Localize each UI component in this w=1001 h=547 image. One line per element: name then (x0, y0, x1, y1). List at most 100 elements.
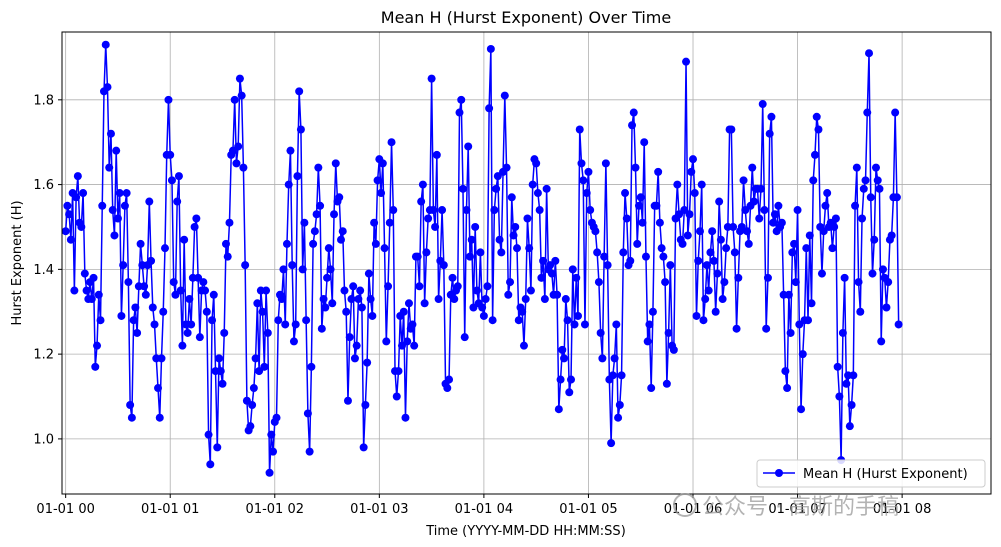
data-point (701, 295, 710, 304)
x-tick-label: 01-01 02 (246, 502, 304, 517)
data-point (337, 235, 345, 244)
data-point (343, 396, 352, 405)
data-point (542, 184, 551, 193)
data-point (518, 307, 527, 316)
data-point (370, 218, 379, 227)
data-point (72, 193, 81, 202)
data-point (750, 197, 758, 206)
data-point (225, 218, 234, 227)
data-point (692, 311, 701, 320)
data-point (526, 286, 535, 295)
data-point (404, 299, 413, 308)
data-point (495, 235, 504, 244)
data-point (147, 256, 156, 265)
data-point (607, 439, 616, 448)
data-point (558, 345, 567, 354)
data-point (215, 354, 224, 363)
data-point (281, 320, 290, 329)
y-tick-label: 1.8 (33, 93, 54, 108)
data-point (340, 286, 349, 295)
data-point (124, 278, 133, 287)
data-point (174, 172, 183, 181)
data-point (323, 273, 332, 282)
data-point (594, 278, 603, 287)
data-point (702, 261, 711, 270)
data-point (877, 337, 886, 346)
data-point (106, 129, 115, 138)
data-point (82, 286, 91, 295)
data-point (661, 278, 670, 287)
data-point (183, 328, 192, 337)
data-point (647, 384, 656, 393)
data-point (279, 265, 288, 274)
data-point (492, 184, 501, 193)
data-point (187, 320, 196, 329)
data-points (61, 40, 903, 477)
data-point (849, 371, 858, 380)
data-point (777, 218, 786, 227)
x-tick-label: 01-01 05 (559, 502, 617, 517)
data-point (786, 328, 795, 337)
data-point (321, 303, 330, 312)
data-point (540, 295, 549, 304)
data-point (727, 125, 736, 134)
data-point (302, 316, 311, 325)
data-point (356, 286, 365, 295)
data-point (722, 244, 731, 253)
data-point (167, 176, 176, 185)
data-point (739, 176, 748, 185)
data-point (331, 159, 340, 168)
data-point (289, 337, 298, 346)
data-point (253, 299, 262, 308)
data-point (636, 193, 645, 202)
data-point (296, 125, 305, 134)
data-point (345, 333, 354, 342)
data-point (802, 244, 811, 253)
data-point (248, 400, 257, 409)
data-point (814, 125, 823, 134)
data-point (108, 206, 117, 215)
data-point (655, 218, 664, 227)
data-point (202, 307, 211, 316)
data-point (232, 159, 241, 168)
y-tick-label: 1.2 (33, 348, 54, 363)
data-point (483, 282, 492, 291)
data-point (554, 405, 563, 414)
data-point (556, 375, 565, 384)
data-point (664, 328, 673, 337)
data-point (316, 201, 325, 210)
data-point (131, 303, 140, 312)
data-point (105, 163, 114, 172)
data-point (868, 269, 877, 278)
data-point (103, 83, 112, 92)
data-point (417, 197, 426, 206)
data-point (458, 184, 467, 193)
data-point (788, 248, 797, 257)
data-point (472, 286, 481, 295)
data-point (479, 311, 488, 320)
data-point (713, 269, 722, 278)
legend: Mean H (Hurst Exponent) (756, 459, 986, 488)
data-point (282, 239, 291, 248)
data-point (389, 206, 398, 215)
data-point (66, 235, 75, 244)
data-point (303, 409, 312, 418)
data-point (833, 362, 842, 371)
data-point (528, 180, 537, 189)
data-point (427, 74, 436, 83)
data-point (432, 150, 441, 159)
data-point (629, 108, 638, 117)
data-point (237, 91, 246, 100)
data-point (553, 290, 562, 299)
data-point (709, 256, 718, 265)
data-point (260, 362, 269, 371)
data-point (699, 316, 708, 325)
data-point (284, 180, 293, 189)
data-point (560, 354, 569, 363)
watermark: 公众号 · 高斯的手稿 (673, 493, 899, 520)
data-point (347, 295, 356, 304)
data-point (887, 231, 896, 240)
data-point (169, 278, 178, 287)
data-point (716, 235, 725, 244)
data-point (706, 248, 715, 257)
